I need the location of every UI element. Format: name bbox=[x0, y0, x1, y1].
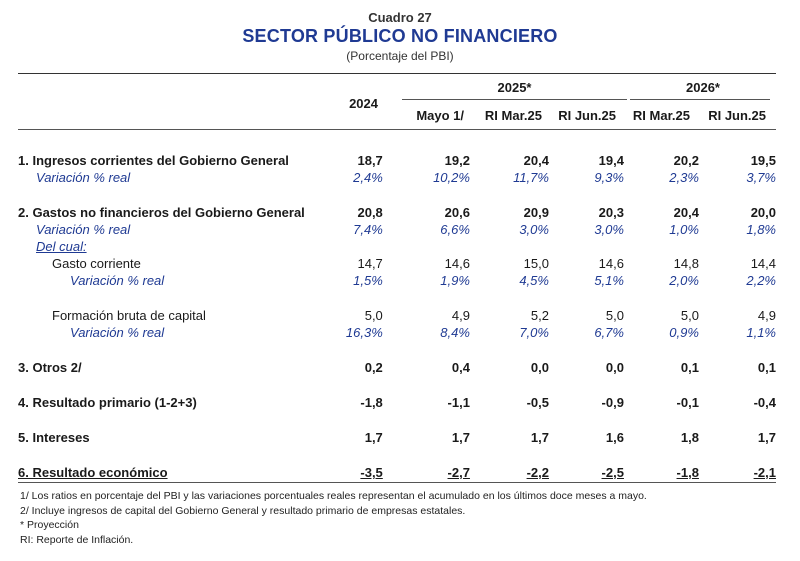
row-label: 5. Intereses bbox=[18, 430, 90, 445]
table-row: Variación % real 16,3% 8,4% 7,0% 6,7% 0,… bbox=[18, 324, 776, 341]
group-rule-2026 bbox=[630, 99, 770, 100]
row-label: 6. Resultado económico bbox=[18, 465, 168, 480]
row-label-del-cual: Del cual: bbox=[36, 239, 87, 254]
table-number: Cuadro 27 bbox=[368, 10, 432, 25]
table-title: SECTOR PÚBLICO NO FINANCIERO bbox=[242, 26, 558, 46]
table-row: Variación % real 1,5% 1,9% 4,5% 5,1% 2,0… bbox=[18, 272, 776, 289]
footnote: 1/ Los ratios en porcentaje del PBI y la… bbox=[20, 490, 647, 502]
group-rule-2025 bbox=[402, 99, 627, 100]
group-header-2025: 2025* bbox=[497, 80, 532, 95]
col-header-mayo: Mayo 1/ bbox=[416, 108, 464, 123]
table-row: 6. Resultado económico -3,5 -2,7 -2,2 -2… bbox=[18, 465, 776, 480]
table-row: 4. Resultado primario (1-2+3) -1,8 -1,1 … bbox=[18, 395, 776, 410]
data-table: 1. Ingresos corrientes del Gobierno Gene… bbox=[18, 134, 776, 481]
col-header-2024: 2024 bbox=[349, 96, 378, 111]
footnotes: 1/ Los ratios en porcentaje del PBI y la… bbox=[20, 489, 647, 547]
row-label: Variación % real bbox=[36, 222, 131, 237]
col-header-ri-mar25-2025: RI Mar.25 bbox=[484, 108, 542, 123]
footnote: RI: Reporte de Inflación. bbox=[20, 533, 134, 546]
col-header-ri-mar25-2026: RI Mar.25 bbox=[632, 108, 690, 123]
row-label: Gasto corriente bbox=[52, 256, 141, 271]
header-rule bbox=[18, 129, 776, 130]
col-header-ri-jun25-2025: RI Jun.25 bbox=[558, 108, 616, 123]
table-row: Gasto corriente 14,7 14,6 15,0 14,6 14,8… bbox=[18, 255, 776, 272]
row-label: Formación bruta de capital bbox=[52, 308, 206, 323]
table-row: 5. Intereses 1,7 1,7 1,7 1,6 1,8 1,7 bbox=[18, 430, 776, 445]
row-label: Variación % real bbox=[70, 325, 165, 340]
table-row: 1. Ingresos corrientes del Gobierno Gene… bbox=[18, 153, 776, 168]
row-label: 4. Resultado primario (1-2+3) bbox=[18, 395, 197, 410]
row-label: Variación % real bbox=[70, 273, 165, 288]
table-row: Variación % real 2,4% 10,2% 11,7% 9,3% 2… bbox=[18, 169, 776, 186]
table-subtitle: (Porcentaje del PBI) bbox=[346, 49, 454, 63]
row-label: 2. Gastos no financieros del Gobierno Ge… bbox=[18, 205, 305, 220]
footnote: * Proyección bbox=[20, 519, 79, 531]
table-row: 2. Gastos no financieros del Gobierno Ge… bbox=[18, 205, 776, 220]
row-label: Variación % real bbox=[36, 170, 131, 185]
row-label: 1. Ingresos corrientes del Gobierno Gene… bbox=[18, 153, 289, 168]
row-label: 3. Otros 2/ bbox=[18, 360, 82, 375]
group-header-2026: 2026* bbox=[686, 80, 720, 95]
top-rule bbox=[18, 73, 776, 74]
footnote: 2/ Incluye ingresos de capital del Gobie… bbox=[20, 504, 466, 517]
table-row: 3. Otros 2/ 0,2 0,4 0,0 0,0 0,1 0,1 bbox=[18, 360, 776, 375]
table-row: Del cual: bbox=[18, 238, 776, 255]
table-row: Variación % real 7,4% 6,6% 3,0% 3,0% 1,0… bbox=[18, 221, 776, 238]
table-row: Formación bruta de capital 5,0 4,9 5,2 5… bbox=[18, 307, 776, 324]
col-header-ri-jun25-2026: RI Jun.25 bbox=[708, 108, 766, 123]
bottom-rule bbox=[18, 482, 776, 483]
